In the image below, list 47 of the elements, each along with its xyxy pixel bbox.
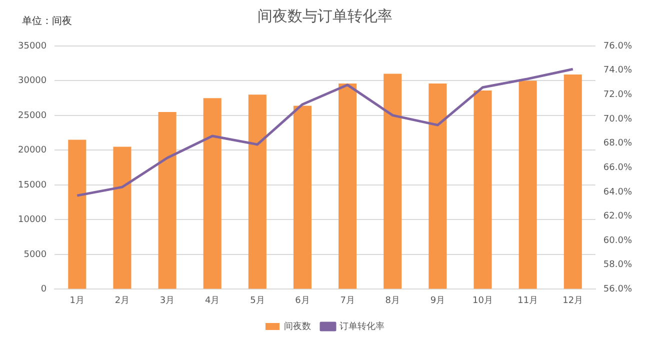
x-tick-label: 8月 <box>385 296 400 306</box>
bar <box>474 90 492 289</box>
y-tick-label: 5000 <box>24 250 47 260</box>
chart-title: 间夜数与订单转化率 <box>258 6 392 25</box>
y2-tick-label: 70.0% <box>603 114 632 124</box>
bar <box>293 106 312 289</box>
bar <box>338 84 357 289</box>
y2-tick-label: 76.0% <box>603 41 632 52</box>
x-tick-label: 2月 <box>114 296 130 306</box>
y-tick-label: 20000 <box>18 146 47 156</box>
y2-tick-label: 58.0% <box>603 260 632 270</box>
bar <box>113 146 132 289</box>
y-tick-label: 15000 <box>18 180 47 190</box>
bar <box>248 94 266 289</box>
legend-label: 订单转化率 <box>340 320 384 332</box>
y-tick-label: 30000 <box>18 76 47 86</box>
legend-label: 间夜数 <box>284 320 311 332</box>
bar <box>384 74 402 289</box>
bar <box>203 98 222 289</box>
y2-tick-label: 66.0% <box>603 162 632 173</box>
y2-tick-label: 64.0% <box>603 187 632 198</box>
x-tick-label: 7月 <box>340 296 355 306</box>
y2-tick-label: 60.0% <box>603 236 632 246</box>
y2-tick-label: 68.0% <box>603 138 632 149</box>
x-tick-label: 3月 <box>160 296 175 306</box>
x-tick-label: 10月 <box>472 296 493 306</box>
y2-tick-label: 56.0% <box>603 284 632 295</box>
y-tick-label: 35000 <box>18 41 47 52</box>
bar <box>518 80 537 289</box>
x-tick-label: 11月 <box>518 296 538 306</box>
bar <box>564 74 582 289</box>
x-tick-label: 9月 <box>430 296 446 306</box>
text: 单位：间夜 <box>22 14 72 28</box>
bar <box>68 140 86 289</box>
x-tick-label: 12月 <box>562 296 584 306</box>
y2-tick-label: 62.0% <box>603 212 632 222</box>
bar <box>158 112 176 289</box>
x-tick-label: 1月 <box>70 296 85 306</box>
y-tick-label: 25000 <box>18 110 47 121</box>
x-tick-label: 5月 <box>250 296 265 306</box>
x-tick-label: 6月 <box>295 296 310 306</box>
y2-tick-label: 72.0% <box>603 90 632 100</box>
y-tick-label: 10000 <box>18 215 47 226</box>
y2-tick-label: 74.0% <box>603 66 632 76</box>
bar <box>428 84 447 289</box>
y-tick-label: 0 <box>40 284 47 295</box>
x-tick-label: 4月 <box>204 296 220 306</box>
